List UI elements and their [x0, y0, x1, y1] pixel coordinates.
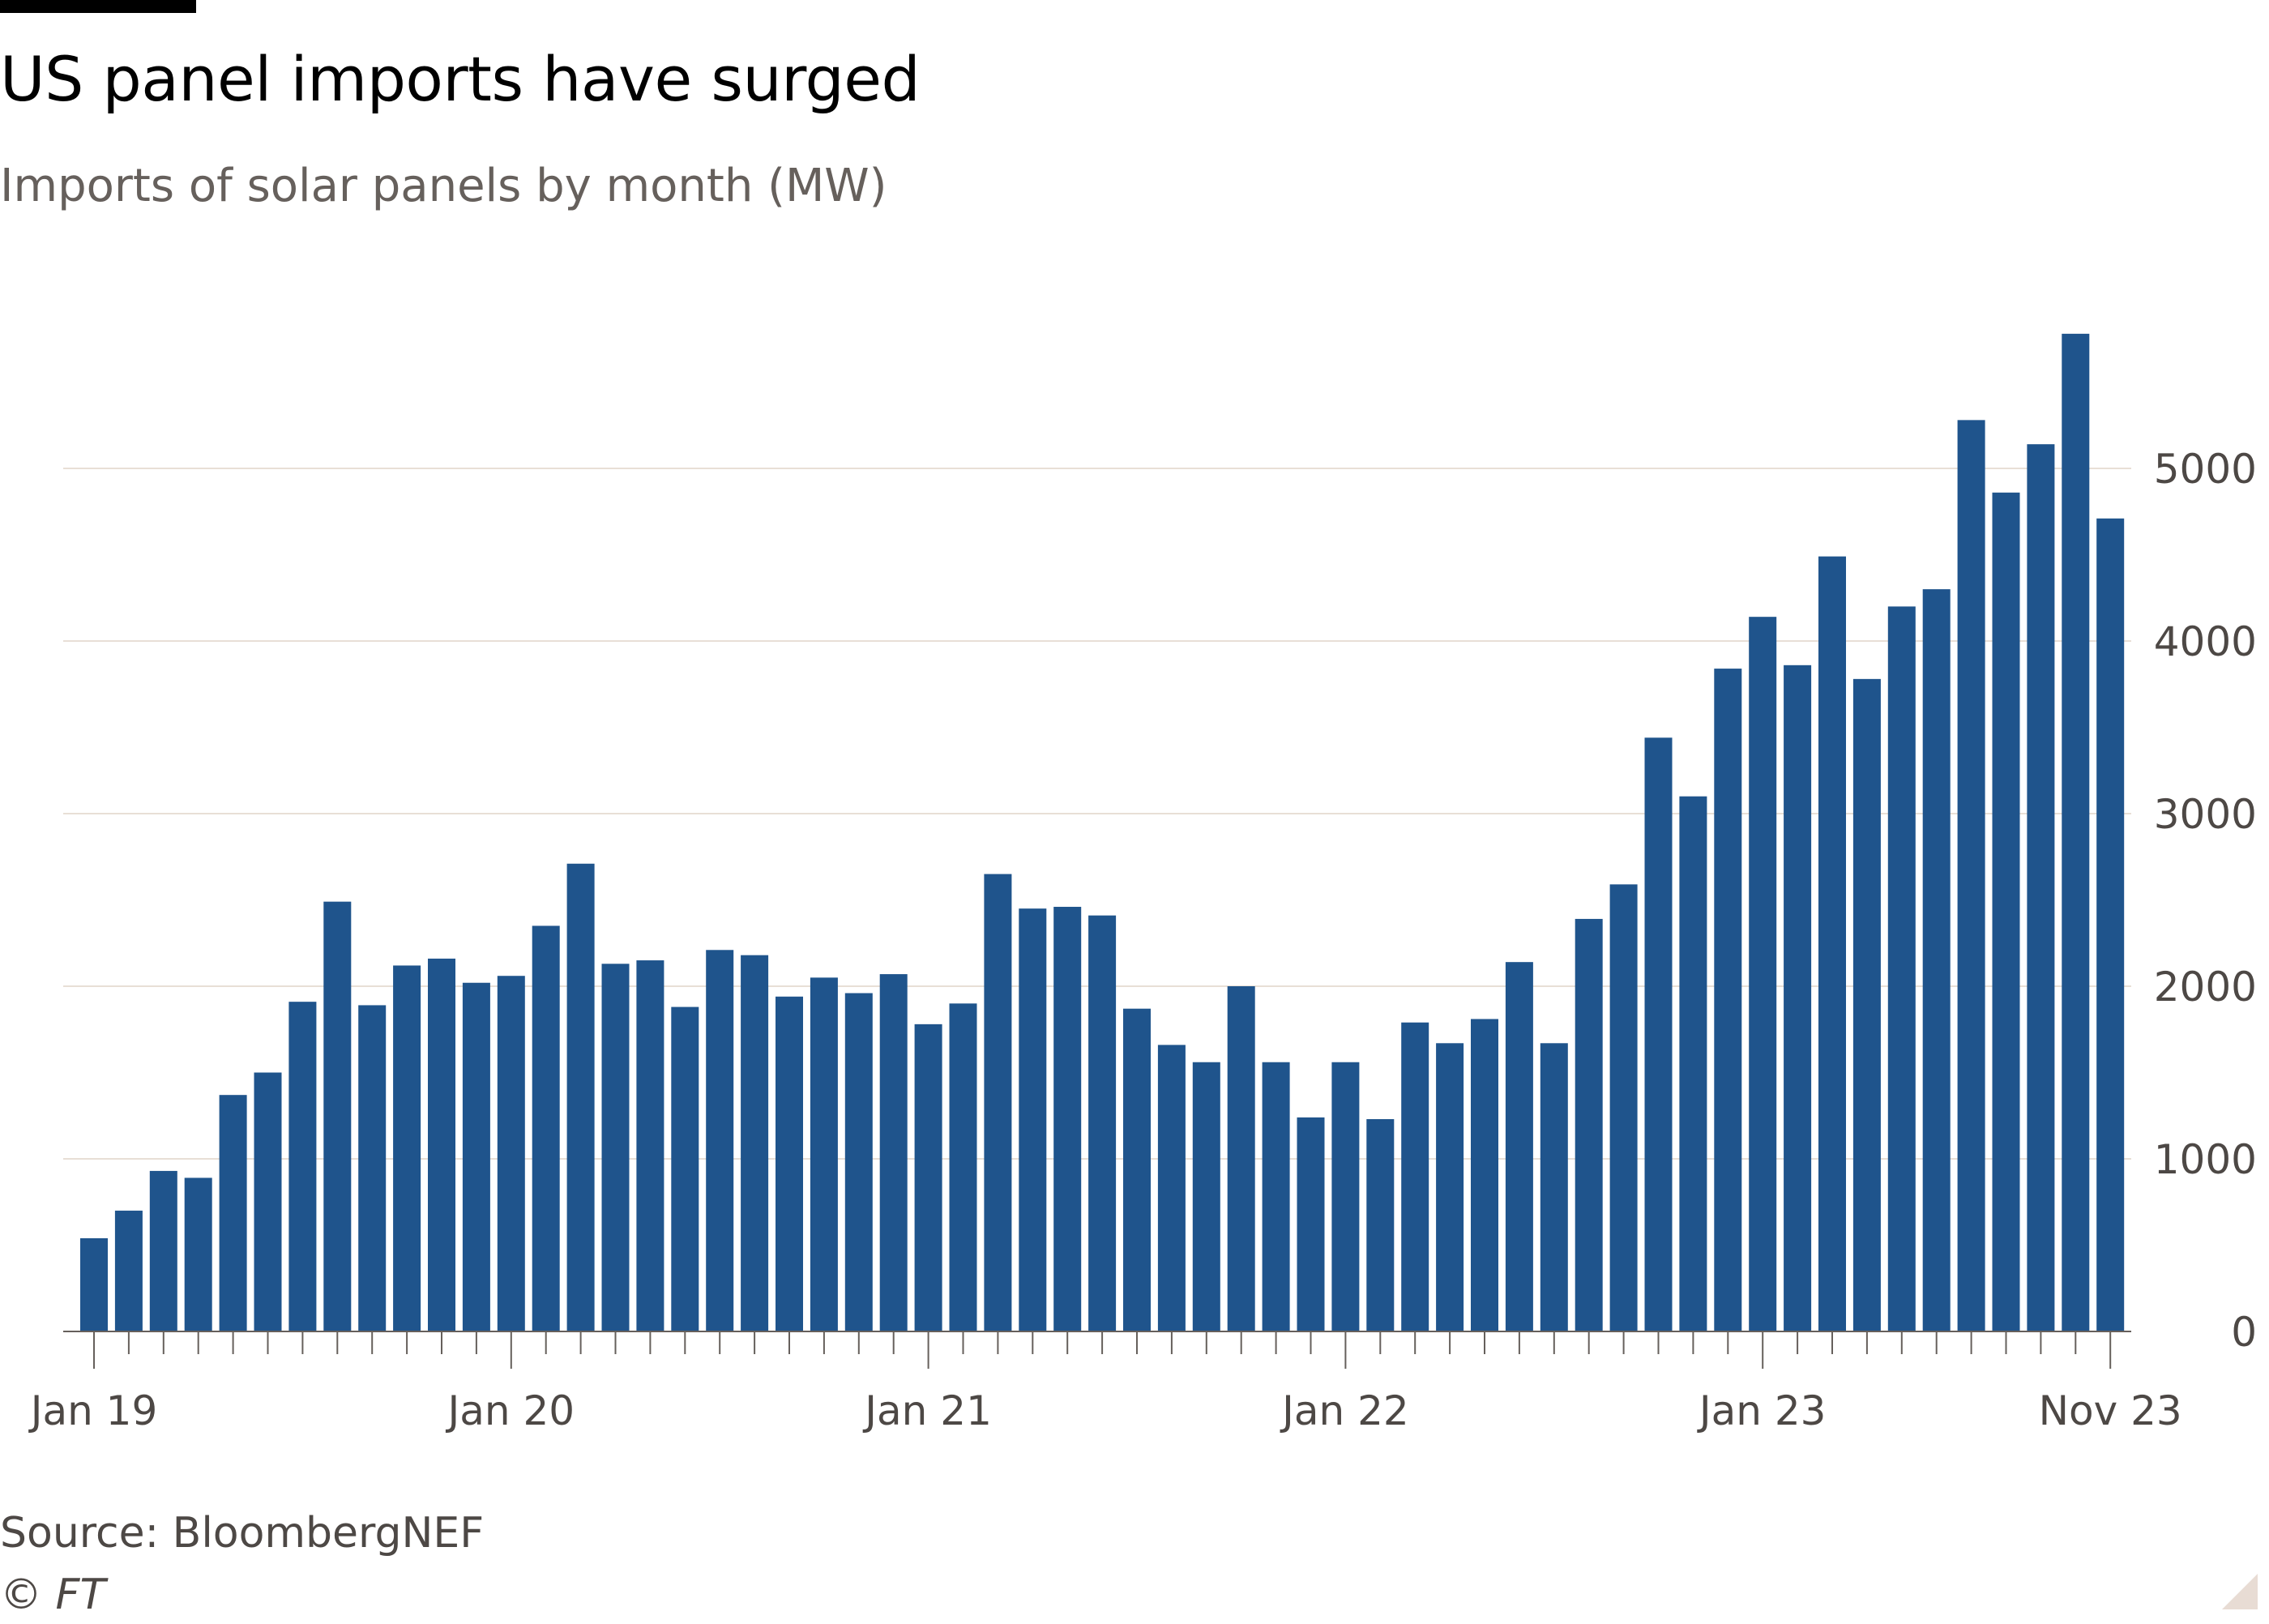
y-tick-label-3000: 3000	[2154, 791, 2257, 838]
y-tick-label-5000: 5000	[2154, 446, 2257, 493]
bar-oct-22	[1644, 737, 1673, 1331]
bar-apr-20	[601, 964, 630, 1331]
bar-feb-23	[1784, 665, 1812, 1331]
bar-jul-20	[706, 950, 734, 1331]
bar-dec-21	[1297, 1117, 1325, 1331]
bar-mar-23	[1818, 556, 1846, 1331]
x-axis	[63, 1331, 2131, 1369]
bar-jan-22	[1331, 1062, 1360, 1331]
y-tick-label-4000: 4000	[2154, 618, 2257, 665]
bar-aug-20	[741, 955, 769, 1331]
x-tick-label-jan-21: Jan 21	[862, 1387, 992, 1434]
bar-aug-22	[1575, 918, 1603, 1331]
x-tick-label-jan-22: Jan 22	[1280, 1387, 1409, 1434]
bar-apr-23	[1852, 678, 1881, 1331]
bar-mar-21	[984, 874, 1012, 1331]
bar-jun-22	[1505, 962, 1533, 1331]
chart-subtitle: Imports of solar panels by month (MW)	[0, 160, 887, 212]
bar-oct-20	[810, 977, 838, 1331]
bar-jul-22	[1540, 1043, 1568, 1331]
x-tick-label-jan-23: Jan 23	[1697, 1387, 1827, 1434]
bar-jan-23	[1749, 617, 1777, 1331]
bar-dec-20	[879, 974, 908, 1331]
bar-oct-23	[2062, 333, 2090, 1331]
x-tick-label-jan-19: Jan 19	[28, 1387, 158, 1434]
bar-feb-22	[1366, 1119, 1395, 1331]
bar-oct-21	[1227, 986, 1255, 1331]
bar-jul-21	[1123, 1008, 1151, 1331]
bar-jul-23	[1957, 420, 1985, 1331]
bar-oct-19	[393, 965, 421, 1331]
bar-mar-20	[566, 863, 595, 1331]
bar-aug-19	[323, 901, 352, 1331]
y-tick-label-1000: 1000	[2154, 1136, 2257, 1183]
bars	[80, 333, 2125, 1332]
bar-nov-23	[2096, 518, 2125, 1331]
bar-jun-19	[254, 1072, 282, 1331]
bar-jan-19	[80, 1237, 108, 1331]
copyright-note: © FT	[0, 1571, 106, 1619]
bar-may-19	[219, 1095, 247, 1331]
bar-apr-22	[1436, 1043, 1464, 1331]
bar-nov-19	[428, 958, 455, 1331]
bar-jun-20	[671, 1006, 699, 1331]
bar-aug-21	[1157, 1045, 1186, 1331]
bar-feb-20	[532, 925, 560, 1331]
y-tick-label-2000: 2000	[2154, 964, 2257, 1011]
bar-nov-20	[844, 993, 873, 1331]
bar-sep-22	[1609, 884, 1638, 1331]
x-tick-label-jan-20: Jan 20	[446, 1387, 575, 1434]
bar-jan-20	[497, 976, 525, 1331]
y-axis-labels: 0 1000 2000 3000 4000 5000	[2154, 446, 2257, 1356]
bar-feb-21	[949, 1003, 977, 1331]
bar-sep-21	[1192, 1062, 1220, 1331]
bar-dec-19	[462, 982, 490, 1331]
bar-feb-19	[114, 1210, 143, 1331]
bar-jul-19	[288, 1002, 317, 1331]
bar-may-20	[636, 960, 664, 1331]
bar-aug-23	[1992, 492, 2020, 1331]
x-tick-label-nov-23: Nov 23	[2039, 1387, 2182, 1434]
bar-may-23	[1887, 606, 1916, 1331]
bar-apr-21	[1019, 908, 1047, 1331]
chart-title: US panel imports have surged	[0, 43, 921, 115]
bar-apr-19	[184, 1177, 212, 1331]
bar-chart: 0 1000 2000 3000 4000 5000 Jan 19 Jan 20 Jan 21…	[28, 333, 2257, 1434]
bar-may-21	[1053, 907, 1082, 1331]
bar-mar-19	[149, 1170, 177, 1331]
corner-mark	[2222, 1574, 2258, 1609]
bar-jun-21	[1088, 915, 1117, 1331]
x-axis-labels: Jan 19 Jan 20 Jan 21 Jan 22 Jan 23 Nov 23	[28, 1387, 2182, 1434]
bar-dec-22	[1714, 669, 1742, 1331]
bar-sep-23	[2027, 444, 2055, 1332]
top-rule	[0, 0, 196, 13]
y-tick-label-0: 0	[2231, 1309, 2257, 1356]
bar-mar-22	[1401, 1022, 1429, 1331]
bar-jun-23	[1922, 589, 1951, 1331]
bar-may-22	[1471, 1019, 1498, 1331]
bar-sep-20	[776, 996, 803, 1331]
bar-nov-22	[1679, 796, 1707, 1331]
bar-nov-21	[1262, 1062, 1290, 1331]
bar-jan-21	[914, 1024, 942, 1331]
bar-sep-19	[358, 1005, 387, 1331]
source-note: Source: BloombergNEF	[0, 1509, 485, 1558]
